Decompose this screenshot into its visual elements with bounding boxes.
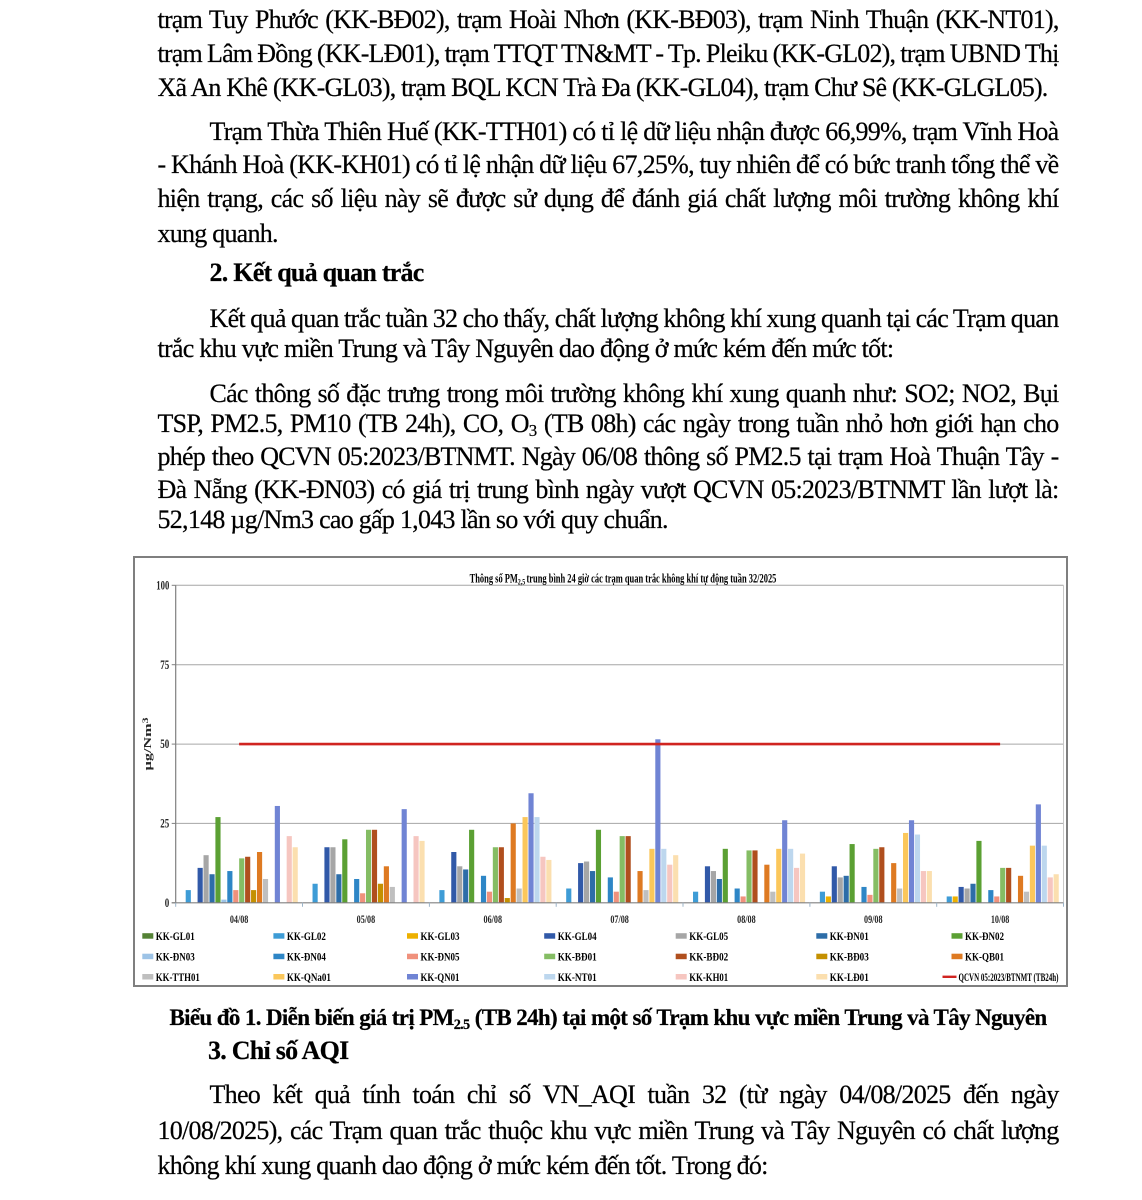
svg-text:µg/Nm3: µg/Nm3 — [141, 718, 153, 771]
svg-text:09/08: 09/08 — [864, 914, 883, 926]
svg-text:10/08: 10/08 — [991, 914, 1010, 926]
svg-text:QCVN 05:2023/BTNMT (TB24h): QCVN 05:2023/BTNMT (TB24h) — [959, 972, 1059, 984]
svg-text:KK-GL03: KK-GL03 — [421, 931, 460, 943]
svg-text:KK-ĐN03: KK-ĐN03 — [156, 952, 195, 964]
svg-text:KK-ĐN01: KK-ĐN01 — [830, 931, 869, 943]
svg-text:KK-BĐ01: KK-BĐ01 — [558, 952, 597, 964]
svg-text:KK-GL02: KK-GL02 — [287, 931, 326, 943]
svg-text:KK-NT01: KK-NT01 — [558, 972, 597, 984]
svg-text:KK-QB01: KK-QB01 — [965, 952, 1004, 964]
svg-text:KK-QN01: KK-QN01 — [421, 972, 460, 984]
svg-text:KK-LĐ01: KK-LĐ01 — [830, 972, 869, 984]
svg-text:KK-BĐ02: KK-BĐ02 — [689, 952, 728, 964]
svg-text:50: 50 — [160, 737, 169, 751]
svg-text:25: 25 — [160, 817, 169, 831]
svg-text:0: 0 — [165, 896, 170, 910]
svg-text:KK-ĐN02: KK-ĐN02 — [965, 931, 1004, 943]
svg-text:KK-GL05: KK-GL05 — [689, 931, 728, 943]
svg-text:75: 75 — [160, 658, 169, 672]
svg-text:07/08: 07/08 — [610, 914, 629, 926]
svg-text:08/08: 08/08 — [737, 914, 756, 926]
svg-text:100: 100 — [156, 579, 169, 593]
svg-text:KK-ĐN04: KK-ĐN04 — [287, 952, 326, 964]
svg-text:06/08: 06/08 — [484, 914, 503, 926]
svg-text:KK-ĐN05: KK-ĐN05 — [421, 952, 460, 964]
svg-text:KK-GL04: KK-GL04 — [558, 931, 597, 943]
svg-text:KK-GL01: KK-GL01 — [156, 931, 195, 943]
svg-text:KK-QNa01: KK-QNa01 — [287, 972, 331, 984]
svg-text:04/08: 04/08 — [230, 914, 249, 926]
svg-text:KK-BĐ03: KK-BĐ03 — [830, 952, 869, 964]
svg-text:KK-TTH01: KK-TTH01 — [156, 972, 200, 984]
svg-text:Thông số PM2,5 trung bình 24 g: Thông số PM2,5 trung bình 24 giờ các trạ… — [470, 573, 777, 587]
svg-text:05/08: 05/08 — [357, 914, 376, 926]
svg-text:KK-KH01: KK-KH01 — [689, 972, 728, 984]
